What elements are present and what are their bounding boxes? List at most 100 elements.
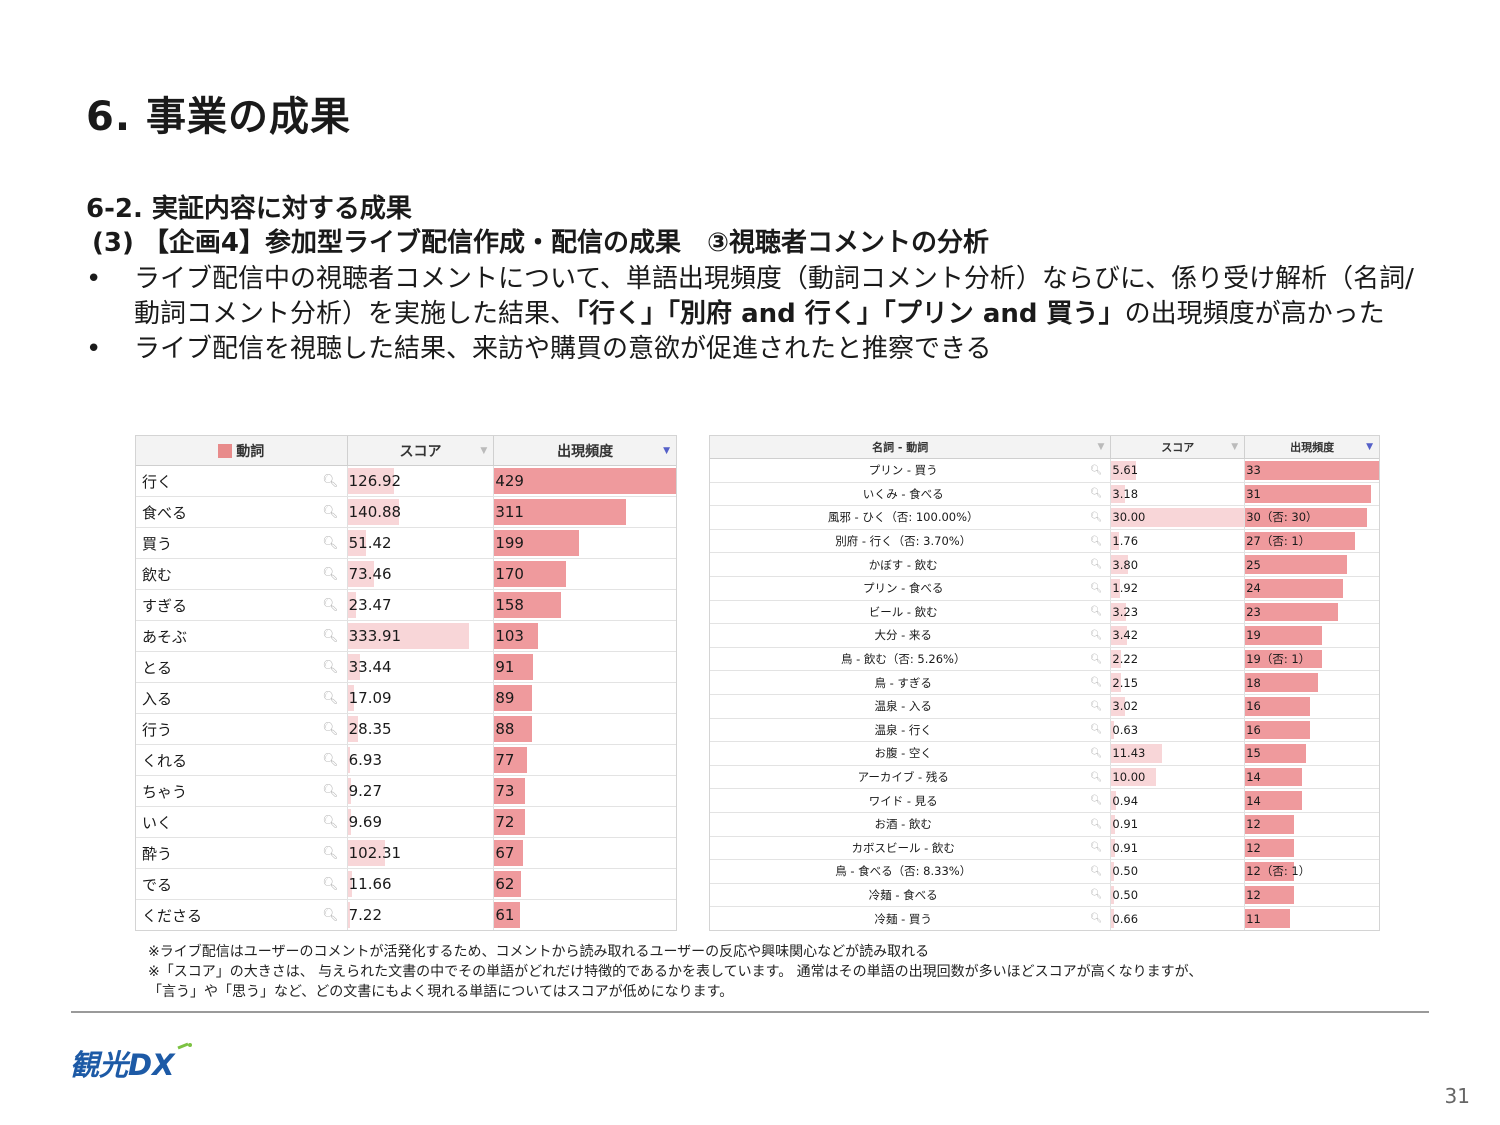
score-bar	[347, 747, 351, 773]
search-icon[interactable]: 🔍︎	[1090, 677, 1103, 689]
frequency-cell: 30（否: 30）	[1245, 506, 1379, 529]
table-row[interactable]: 鳥 - 飲む（否: 5.26%） 🔍︎ 2.22 19（否: 1）	[710, 647, 1379, 672]
column-header-frequency[interactable]: 出現頻度 ▼	[557, 443, 670, 460]
column-header-score[interactable]: スコア ▼	[1111, 436, 1246, 458]
frequency-cell: 14	[1245, 789, 1379, 812]
frequency-cell: 12（否: 1）	[1245, 860, 1379, 883]
search-icon[interactable]: 🔍︎	[1090, 771, 1103, 783]
column-header-score[interactable]: スコア ▼	[348, 436, 495, 465]
score-cell: 126.92	[347, 466, 495, 496]
table-row[interactable]: 行く 🔍︎ 126.92 429	[136, 466, 676, 497]
column-header-word[interactable]: 動詞	[136, 436, 348, 465]
table-row[interactable]: お酒 - 飲む 🔍︎ 0.91 12	[710, 812, 1379, 837]
score-bar	[1111, 673, 1121, 692]
column-header-frequency[interactable]: 出現頻度 ▼	[1290, 441, 1373, 454]
score-cell: 0.50	[1111, 860, 1246, 883]
table-row[interactable]: ビール - 飲む 🔍︎ 3.23 23	[710, 600, 1379, 625]
search-icon[interactable]: 🔍︎	[322, 814, 339, 830]
table-row[interactable]: 鳥 - 食べる（否: 8.33%） 🔍︎ 0.50 12（否: 1）	[710, 860, 1379, 884]
table-row[interactable]: お腹 - 空く 🔍︎ 11.43 15	[710, 742, 1379, 766]
score-cell: 1.76	[1111, 529, 1246, 553]
search-icon[interactable]: 🔍︎	[1090, 629, 1103, 641]
search-icon[interactable]: 🔍︎	[322, 597, 339, 613]
score-value: 0.94	[1112, 793, 1139, 808]
search-icon[interactable]: 🔍︎	[322, 566, 339, 582]
table-row[interactable]: でる 🔍︎ 11.66 62	[136, 869, 676, 900]
table-row[interactable]: 風邪 - ひく（否: 100.00%） 🔍︎ 30.00 30（否: 30）	[710, 506, 1379, 530]
frequency-value: 88	[495, 720, 515, 738]
search-icon[interactable]: 🔍︎	[1090, 559, 1103, 571]
search-icon[interactable]: 🔍︎	[1090, 795, 1103, 807]
table-row[interactable]: カボスビール - 飲む 🔍︎ 0.91 12	[710, 836, 1379, 861]
search-icon[interactable]: 🔍︎	[322, 690, 339, 706]
table-row[interactable]: 食べる 🔍︎ 140.88 311	[136, 497, 676, 528]
table-row[interactable]: 温泉 - 行く 🔍︎ 0.63 16	[710, 718, 1379, 743]
search-icon[interactable]: 🔍︎	[1090, 488, 1103, 500]
table-row[interactable]: くださる 🔍︎ 7.22 61	[136, 900, 676, 930]
search-icon[interactable]: 🔍︎	[322, 659, 339, 675]
table-row[interactable]: いくみ - 食べる 🔍︎ 3.18 31	[710, 482, 1379, 507]
table-row[interactable]: あそぶ 🔍︎ 333.91 103	[136, 621, 676, 652]
table-row[interactable]: 冷麺 - 食べる 🔍︎ 0.50 12	[710, 883, 1379, 908]
search-icon[interactable]: 🔍︎	[1090, 889, 1103, 901]
search-icon[interactable]: 🔍︎	[1090, 747, 1103, 759]
table-row[interactable]: プリン - 買う 🔍︎ 5.61 33	[710, 459, 1379, 483]
table-row[interactable]: くれる 🔍︎ 6.93 77	[136, 745, 676, 776]
score-bar	[1111, 767, 1156, 787]
score-value: 3.18	[1112, 486, 1139, 501]
table-row[interactable]: すぎる 🔍︎ 23.47 158	[136, 590, 676, 621]
table-row[interactable]: プリン - 食べる 🔍︎ 1.92 24	[710, 576, 1379, 601]
search-icon[interactable]: 🔍︎	[1090, 511, 1103, 523]
score-bar	[347, 654, 360, 680]
search-icon[interactable]: 🔍︎	[1090, 724, 1103, 736]
frequency-value: 89	[495, 689, 515, 707]
table-row[interactable]: 別府 - 行く（否: 3.70%） 🔍︎ 1.76 27（否: 1）	[710, 529, 1379, 554]
search-icon[interactable]: 🔍︎	[322, 473, 339, 489]
search-icon[interactable]: 🔍︎	[322, 752, 339, 768]
table-row[interactable]: 飲む 🔍︎ 73.46 170	[136, 559, 676, 590]
table-row[interactable]: 入る 🔍︎ 17.09 89	[136, 683, 676, 714]
table-row[interactable]: かぼす - 飲む 🔍︎ 3.80 25	[710, 553, 1379, 577]
frequency-bar	[494, 623, 538, 649]
search-icon[interactable]: 🔍︎	[1090, 700, 1103, 712]
table-row[interactable]: ワイド - 見る 🔍︎ 0.94 14	[710, 789, 1379, 813]
table-row[interactable]: 鳥 - すぎる 🔍︎ 2.15 18	[710, 671, 1379, 695]
search-icon[interactable]: 🔍︎	[322, 783, 339, 799]
search-icon[interactable]: 🔍︎	[322, 535, 339, 551]
search-icon[interactable]: 🔍︎	[1090, 535, 1103, 547]
word-cell: 酔う 🔍︎	[136, 838, 348, 868]
word-cell: 入る 🔍︎	[136, 683, 348, 713]
search-icon[interactable]: 🔍︎	[322, 504, 339, 520]
search-icon[interactable]: 🔍︎	[1090, 606, 1103, 618]
word-cell: お腹 - 空く 🔍︎	[710, 742, 1112, 765]
search-icon[interactable]: 🔍︎	[1090, 582, 1103, 594]
table-row[interactable]: 酔う 🔍︎ 102.31 67	[136, 838, 676, 869]
column-header-pair[interactable]: 名詞 - 動詞 ▼	[710, 436, 1112, 458]
frequency-bar	[494, 716, 532, 742]
table-row[interactable]: 行う 🔍︎ 28.35 88	[136, 714, 676, 745]
search-icon[interactable]: 🔍︎	[322, 845, 339, 861]
search-icon[interactable]: 🔍︎	[322, 721, 339, 737]
table-row[interactable]: ちゃう 🔍︎ 9.27 73	[136, 776, 676, 807]
table-row[interactable]: 買う 🔍︎ 51.42 199	[136, 528, 676, 559]
word-label: 鳥 - 飲む（否: 5.26%）	[840, 652, 966, 667]
table-row[interactable]: 冷麺 - 買う 🔍︎ 0.66 11	[710, 907, 1379, 930]
search-icon[interactable]: 🔍︎	[1090, 913, 1103, 925]
frequency-cell: 91	[494, 652, 676, 682]
table-row[interactable]: いく 🔍︎ 9.69 72	[136, 807, 676, 838]
table-row[interactable]: 温泉 - 入る 🔍︎ 3.02 16	[710, 694, 1379, 719]
search-icon[interactable]: 🔍︎	[1090, 653, 1103, 665]
table-row[interactable]: アーカイブ - 残る 🔍︎ 10.00 14	[710, 765, 1379, 790]
table-row[interactable]: 大分 - 来る 🔍︎ 3.42 19	[710, 624, 1379, 648]
score-bar	[1111, 484, 1126, 504]
search-icon[interactable]: 🔍︎	[322, 628, 339, 644]
table-row[interactable]: とる 🔍︎ 33.44 91	[136, 652, 676, 683]
search-icon[interactable]: 🔍︎	[322, 907, 339, 923]
score-value: 51.42	[348, 534, 392, 552]
search-icon[interactable]: 🔍︎	[322, 876, 339, 892]
search-icon[interactable]: 🔍︎	[1090, 464, 1103, 476]
score-bar	[347, 499, 399, 525]
search-icon[interactable]: 🔍︎	[1090, 842, 1103, 854]
search-icon[interactable]: 🔍︎	[1090, 818, 1103, 830]
search-icon[interactable]: 🔍︎	[1090, 865, 1103, 877]
